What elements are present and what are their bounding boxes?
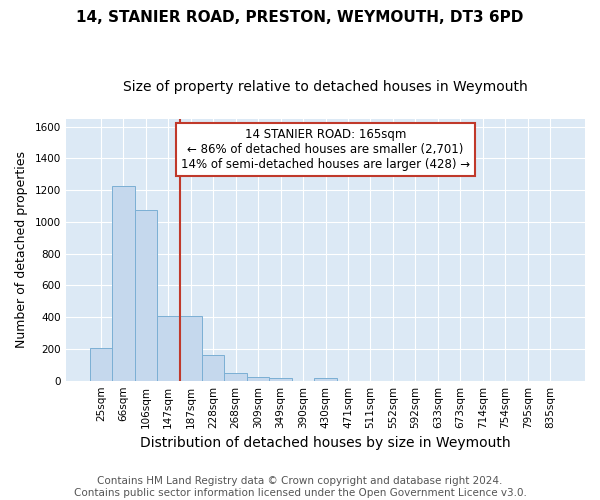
Bar [202, 356, 224, 380]
Y-axis label: Number of detached properties: Number of detached properties [15, 151, 28, 348]
Text: Contains HM Land Registry data © Crown copyright and database right 2024.
Contai: Contains HM Land Registry data © Crown c… [74, 476, 526, 498]
Text: 14, STANIER ROAD, PRESTON, WEYMOUTH, DT3 6PD: 14, STANIER ROAD, PRESTON, WEYMOUTH, DT3… [76, 10, 524, 25]
Bar [224, 372, 247, 380]
Bar [157, 316, 179, 380]
Bar [89, 348, 112, 380]
Bar [269, 378, 292, 380]
Bar [179, 316, 202, 380]
X-axis label: Distribution of detached houses by size in Weymouth: Distribution of detached houses by size … [140, 436, 511, 450]
Title: Size of property relative to detached houses in Weymouth: Size of property relative to detached ho… [123, 80, 528, 94]
Bar [314, 378, 337, 380]
Bar [134, 210, 157, 380]
Bar [112, 186, 134, 380]
Text: 14 STANIER ROAD: 165sqm
← 86% of detached houses are smaller (2,701)
14% of semi: 14 STANIER ROAD: 165sqm ← 86% of detache… [181, 128, 470, 171]
Bar [247, 376, 269, 380]
